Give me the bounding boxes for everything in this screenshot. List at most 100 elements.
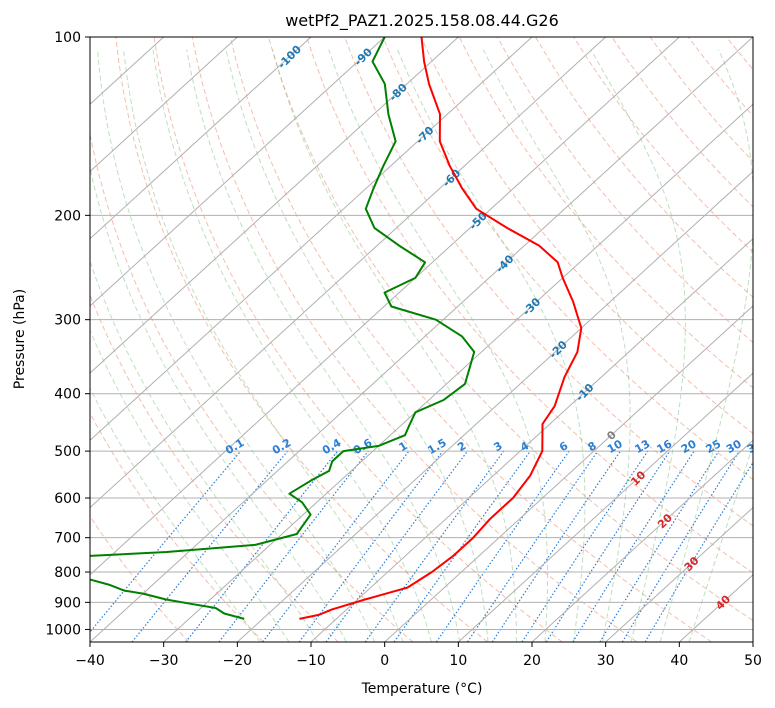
mixing-ratio-label: 0.2 [270, 436, 293, 457]
mixing-ratio-line [572, 450, 695, 642]
isotherm-line [457, 372, 753, 642]
isotherm-line [163, 103, 753, 642]
y-tick-label: 900 [54, 595, 81, 611]
mixing-ratio-line [435, 450, 570, 642]
mixing-ratio-line [218, 450, 369, 642]
dry-adiabat [420, 37, 753, 435]
mixing-ratio-line [90, 450, 242, 633]
isotherm-line [605, 506, 753, 642]
isotherm-line [90, 37, 753, 642]
x-tick-label: −40 [75, 653, 105, 669]
mixing-ratio-line [131, 450, 289, 642]
y-tick-label: 800 [54, 565, 81, 581]
mixing-ratio-line [521, 450, 649, 642]
dry-adiabat [229, 37, 712, 642]
moist-adiabat [659, 49, 753, 642]
mixing-ratio-label: 13 [632, 437, 652, 456]
mixing-ratio-label: 3 [491, 439, 504, 454]
mixing-ratio-line [621, 450, 740, 642]
mixing-ratio-line [298, 450, 444, 642]
mixing-ratio-label: 10 [605, 437, 625, 456]
plot-frame [89, 36, 754, 643]
isotherm-line [90, 37, 607, 509]
dry-adiabat [268, 37, 753, 622]
x-axis-label: Temperature (°C) [361, 681, 483, 697]
mixing-ratio-line [364, 450, 505, 642]
plot-area: -100 -90-80-70-60-50-40-30-20-10010203040… [90, 37, 775, 642]
dry-adiabat [687, 37, 753, 117]
dry-adiabat [611, 37, 753, 208]
temperature-profile [299, 37, 583, 620]
dry-adiabat [153, 37, 563, 642]
y-tick-label: 700 [54, 531, 81, 547]
x-tick-label: 10 [449, 653, 467, 669]
moist-adiabat [272, 49, 517, 642]
mixing-ratio-label: 36 [745, 437, 765, 456]
mixing-ratio-label: 0.1 [223, 436, 246, 457]
y-tick-label: 600 [54, 491, 81, 507]
isotherm-line [90, 37, 680, 576]
dry-adiabat [191, 37, 638, 642]
dry-adiabat [726, 37, 753, 71]
mixing-ratio-labels: 0.1 0.2 0.4 0.6 1 1.5 2 3 4 6 8 10 13 16 20 25 30 36 [223, 436, 765, 457]
moist-adiabat [90, 387, 261, 642]
x-tick-label: 20 [523, 653, 541, 669]
dry-adiabat [535, 37, 753, 298]
mixing-ratio-line [262, 450, 410, 642]
x-tick-label: −30 [149, 653, 179, 669]
mixing-ratio-lines [90, 450, 753, 642]
isotherm-line [90, 37, 533, 442]
moist-adiabat [90, 165, 347, 642]
moist-adiabat [688, 444, 753, 642]
mixing-ratio-label: 30 [724, 437, 744, 456]
mixing-ratio-line [644, 461, 753, 642]
moist-adiabat [590, 49, 686, 642]
isotherm-line [90, 37, 459, 374]
mixing-ratio-label: 1.5 [425, 436, 448, 457]
mixing-ratio-label: 25 [704, 437, 724, 456]
mixing-ratio-line [325, 450, 468, 642]
mixing-ratio-line [491, 450, 621, 642]
x-axis-ticks: −40 −30 −20 −10 0 10 20 30 40 50 [75, 642, 762, 669]
mixing-ratio-line [185, 450, 339, 642]
dewpoint-profile [90, 37, 476, 620]
isotherm-line [90, 37, 312, 240]
mixing-ratio-label: 20 [679, 437, 699, 456]
mixing-ratio-line [545, 450, 671, 642]
y-axis-label: Pressure (hPa) [12, 289, 28, 389]
dry-adiabat [496, 37, 753, 344]
mixing-ratio-label: 2 [455, 439, 468, 454]
dry-adiabat [573, 37, 753, 253]
dry-adiabat [382, 37, 753, 481]
dry-adiabat [115, 37, 488, 642]
x-tick-label: 40 [670, 653, 688, 669]
dry-adiabat [306, 37, 753, 574]
moist-adiabat [397, 49, 586, 642]
isotherm-line [236, 170, 753, 642]
profiles [90, 37, 583, 620]
isotherm-lines [90, 37, 753, 642]
pressure-gridlines [90, 37, 753, 630]
mixing-ratio-label: 8 [586, 439, 599, 454]
y-tick-label: 400 [54, 387, 81, 403]
mixing-ratio-line [466, 450, 599, 642]
mixing-ratio-line [599, 450, 720, 642]
moist-adiabat [90, 328, 290, 642]
isotherm-line [310, 237, 753, 642]
moist-adiabat [328, 49, 549, 642]
y-tick-label: 500 [54, 444, 81, 460]
y-axis-ticks: 100 200 300 400 500 600 700 800 900 1000 [45, 30, 90, 638]
dry-adiabat [90, 131, 414, 642]
dry-adiabat [649, 37, 753, 163]
isotherm-line [531, 439, 753, 642]
x-tick-label: −20 [223, 653, 253, 669]
isotherm-line [384, 305, 753, 642]
x-tick-label: −10 [296, 653, 326, 669]
moist-adiabat [97, 49, 376, 642]
moist-adiabat [123, 49, 404, 642]
x-tick-label: 30 [597, 653, 615, 669]
moist-adiabat [90, 259, 319, 642]
x-tick-label: 0 [380, 653, 389, 669]
dry-adiabat [765, 37, 775, 642]
